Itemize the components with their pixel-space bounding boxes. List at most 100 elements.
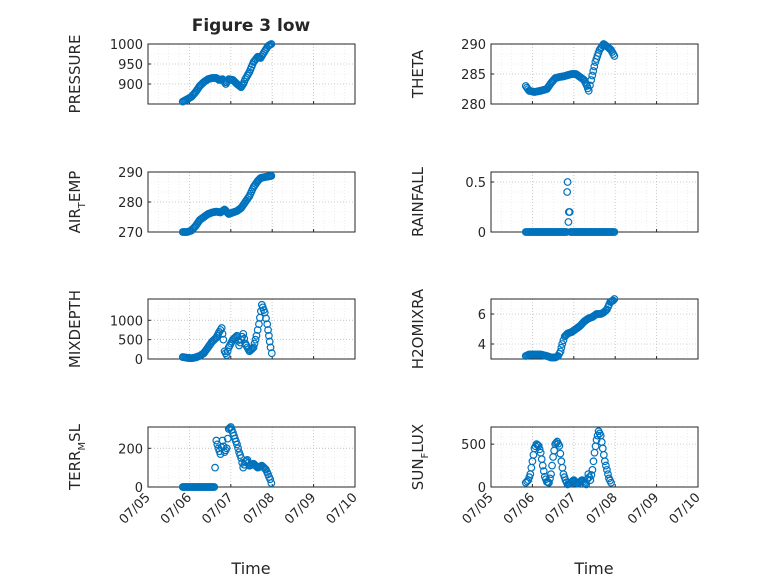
data-point — [559, 336, 568, 345]
data-point — [266, 343, 275, 352]
y-tick-label: 280 — [118, 196, 143, 211]
axes-frame — [147, 171, 356, 233]
y-axis-label: MIXDEPTH — [66, 290, 84, 368]
data-point — [267, 40, 276, 48]
data-point — [251, 335, 260, 344]
data-point — [234, 444, 242, 453]
y-tick-label: 285 — [461, 68, 486, 83]
data-point — [252, 331, 261, 340]
data-point — [216, 326, 225, 334]
data-point — [563, 188, 572, 196]
y-tick-label: 0.5 — [465, 176, 486, 191]
y-tick-label: 270 — [118, 226, 143, 241]
y-tick-label: 280 — [461, 98, 486, 113]
data-point — [558, 340, 567, 348]
data-point — [210, 483, 219, 491]
data-point — [219, 335, 228, 344]
data-point — [588, 465, 597, 474]
subplot-5: 0 500 1000 MIXDEPTH — [66, 290, 356, 368]
data-point — [581, 479, 590, 488]
axes-frame — [147, 43, 356, 105]
data-point — [244, 193, 253, 202]
y-tick-label: 0 — [135, 481, 143, 496]
data-point — [222, 351, 231, 360]
data-point — [235, 81, 243, 90]
data-point — [266, 475, 275, 484]
data-point — [564, 218, 573, 226]
y-axis-label: TERRMSL — [66, 423, 88, 491]
data-point — [249, 343, 258, 352]
data-point — [593, 431, 602, 440]
data-point — [267, 171, 276, 180]
data-point — [265, 337, 274, 346]
data-point — [218, 436, 227, 445]
axes-frame — [147, 298, 356, 360]
data-point — [548, 461, 556, 470]
data-point — [556, 347, 565, 356]
y-tick-label: 290 — [461, 38, 486, 53]
subplot-6: 4 6 H2OMIXRA — [409, 288, 699, 369]
data-point — [589, 457, 598, 466]
data-point — [547, 470, 555, 479]
data-point — [260, 308, 269, 317]
data-point — [583, 475, 592, 484]
x-axis-label-left: Time — [230, 559, 270, 578]
y-tick-label: 0 — [478, 226, 486, 241]
y-tick-label: 290 — [118, 166, 143, 181]
data-point — [217, 324, 226, 332]
data-point — [521, 478, 530, 487]
data-point — [267, 479, 276, 488]
y-tick-label: 200 — [118, 442, 143, 457]
data-point — [586, 81, 594, 90]
y-axis-label: THETA — [409, 49, 427, 99]
y-tick-label: 6 — [478, 308, 486, 323]
data-point — [535, 445, 544, 454]
data-point — [223, 434, 232, 443]
data-point — [563, 178, 572, 186]
data-point — [240, 334, 249, 343]
y-axis-label: PRESSURE — [66, 35, 84, 114]
subplot-2: 280 285 290 THETA — [409, 38, 699, 113]
y-axis-label: SUNFLUX — [409, 424, 431, 490]
y-tick-label: 900 — [118, 78, 143, 93]
y-tick-label: 0 — [135, 353, 143, 368]
figure-title: Figure 3 low — [192, 16, 311, 36]
data-point — [247, 345, 256, 354]
data-point — [264, 331, 273, 340]
data-point — [557, 343, 566, 352]
data-point — [586, 476, 595, 485]
data-point — [582, 480, 591, 489]
data-point — [253, 326, 262, 334]
y-tick-label: 1000 — [110, 38, 143, 53]
data-point — [218, 207, 227, 215]
y-tick-label: 950 — [118, 58, 143, 73]
data-point — [248, 344, 257, 353]
data-point — [603, 465, 611, 474]
subplot-1: 900 950 1000 PRESSURE — [66, 35, 356, 114]
axes-frame — [490, 426, 699, 488]
data-point — [592, 435, 601, 444]
data-point — [238, 81, 247, 90]
data-point — [588, 71, 597, 80]
data-point — [565, 208, 574, 216]
y-tick-label: 4 — [478, 338, 486, 353]
data-point — [601, 461, 610, 470]
data-point — [546, 474, 554, 483]
data-point — [610, 228, 619, 236]
data-point — [538, 461, 547, 470]
y-axis-label: H2OMIXRA — [409, 288, 427, 369]
axes-frame — [490, 298, 699, 360]
data-point — [264, 326, 272, 334]
axes-frame — [147, 426, 356, 488]
data-point — [233, 440, 241, 449]
data-point — [545, 478, 553, 487]
data-point — [610, 52, 619, 60]
data-point — [607, 478, 615, 487]
y-tick-label: 0 — [478, 481, 486, 496]
data-point — [211, 463, 219, 472]
data-point — [600, 457, 609, 466]
y-tick-label: 500 — [461, 438, 486, 453]
data-point — [250, 339, 259, 348]
data-point — [222, 444, 231, 453]
